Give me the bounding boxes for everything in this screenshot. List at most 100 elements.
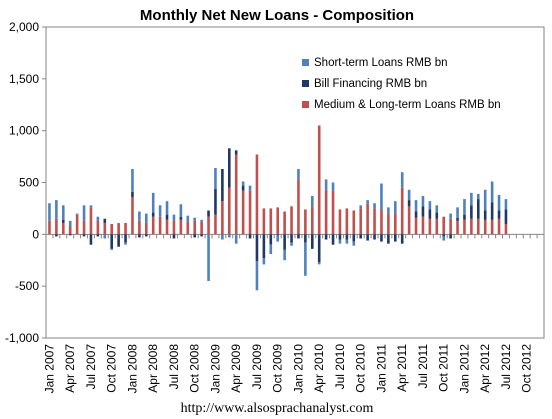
bar-medium-long-term: Sep 2010: 230 bbox=[352, 210, 356, 235]
bar-short-term: Jun 2008: 130 bbox=[165, 201, 169, 215]
bar-medium-long-term: Apr 2010: 1050 bbox=[317, 125, 321, 235]
x-tick-label: Jul 2007 bbox=[84, 344, 98, 390]
bar-bill-financing: Aug 2010: -50 bbox=[345, 234, 349, 240]
bar-short-term: Feb 2008: 90 bbox=[138, 211, 141, 221]
bar-bill-financing: Jul 2011: 100 bbox=[421, 206, 425, 217]
bar-bill-financing: May 2011: 60 bbox=[407, 200, 411, 207]
bar-medium-long-term: Nov 2007: 100 bbox=[117, 223, 120, 235]
bar-medium-long-term: Nov 2011: 150 bbox=[449, 218, 452, 235]
bar-short-term: Jan 2007: 170 bbox=[48, 203, 51, 221]
bar-bill-financing: Apr 2011: -90 bbox=[400, 234, 404, 244]
bar-bill-financing: Apr 2008: 40 bbox=[151, 212, 155, 217]
bar-short-term: Jul 2011: 100 bbox=[421, 195, 425, 207]
bar-bill-financing: Jul 2010: -50 bbox=[338, 234, 342, 240]
bar-medium-long-term: Aug 2008: 140 bbox=[179, 219, 183, 235]
bar-short-term: May 2009: 40 bbox=[241, 181, 245, 186]
plot-area-border bbox=[45, 26, 545, 339]
bar-medium-long-term: Jan 2011: 240 bbox=[380, 209, 383, 235]
bar-bill-financing: Jun 2011: 60 bbox=[414, 211, 418, 218]
bar-bill-financing: Jan 2009: 250 bbox=[214, 188, 217, 215]
bar-short-term: May 2007: 10 bbox=[75, 213, 79, 215]
bar-bill-financing: Mar 2007: 30 bbox=[61, 219, 65, 223]
bar-medium-long-term: Oct 2008: 130 bbox=[193, 220, 197, 235]
bar-bill-financing: Oct 2007: -140 bbox=[110, 234, 114, 249]
bar-short-term: Apr 2009: -90 bbox=[234, 234, 238, 244]
legend: Short-term Loans RMB bn Bill Financing RM… bbox=[302, 57, 501, 111]
bar-short-term: Aug 2011: 80 bbox=[428, 201, 432, 210]
bar-medium-long-term: Apr 2012: 140 bbox=[483, 219, 487, 235]
bar-short-term: Jun 2009: 50 bbox=[248, 185, 252, 191]
bar-short-term: Mar 2007: 140 bbox=[61, 205, 65, 220]
bar-medium-long-term: May 2008: 170 bbox=[158, 216, 162, 235]
bar-bill-financing: Aug 2009: -230 bbox=[262, 234, 266, 259]
source-url[interactable]: http://www.alsosprachanalyst.com bbox=[181, 401, 374, 416]
bar-medium-long-term: Dec 2008: 170 bbox=[207, 216, 210, 235]
bar-medium-long-term: May 2012: 140 bbox=[490, 219, 494, 235]
bar-short-term: Feb 2011: 60 bbox=[387, 207, 390, 214]
bar-short-term: Jul 2009: -280 bbox=[255, 261, 259, 291]
bar-bill-financing: Jul 2007: -100 bbox=[89, 234, 93, 245]
bar-medium-long-term: May 2010: 430 bbox=[324, 189, 328, 235]
bar-bill-financing: May 2010: -50 bbox=[324, 234, 328, 240]
bar-medium-long-term: Jan 2008: 360 bbox=[131, 197, 134, 235]
bar-bill-financing: Dec 2007: -80 bbox=[124, 234, 127, 243]
chart-title: Monthly Net New Loans - Composition bbox=[140, 7, 414, 24]
bar-bill-financing: Oct 2011: -20 bbox=[442, 234, 446, 237]
x-tick-label: Jul 2012 bbox=[499, 344, 513, 390]
bar-short-term: Mar 2008: 90 bbox=[144, 213, 148, 223]
bar-medium-long-term: Jan 2009: 190 bbox=[214, 214, 217, 235]
bar-short-term: Nov 2008: 20 bbox=[200, 219, 203, 222]
bar-bill-financing: Mar 2008: -20 bbox=[144, 234, 148, 237]
legend-swatch-medium-long-term bbox=[302, 101, 309, 108]
bar-bill-financing: Dec 2009: -80 bbox=[290, 234, 293, 243]
bar-bill-financing: Apr 2009: 40 bbox=[234, 150, 238, 155]
bar-medium-long-term: May 2007: 190 bbox=[75, 214, 79, 235]
bar-short-term: Jun 2011: 110 bbox=[414, 200, 418, 212]
bar-short-term: Jan 2008: 220 bbox=[131, 169, 134, 192]
bar-bill-financing: Sep 2011: 60 bbox=[435, 212, 439, 219]
x-tick-label: Oct 2007 bbox=[105, 344, 119, 393]
bar-short-term: Mar 2010: 100 bbox=[310, 195, 314, 207]
x-tick-label: Apr 2011 bbox=[395, 344, 409, 392]
bar-medium-long-term: Sep 2007: 110 bbox=[103, 222, 107, 235]
bar-medium-long-term: Jan 2010: 530 bbox=[297, 179, 300, 235]
bar-medium-long-term: Apr 2009: 770 bbox=[234, 154, 238, 235]
bar-short-term: Feb 2009: -50 bbox=[221, 234, 224, 240]
x-tick-label: Oct 2008 bbox=[188, 344, 202, 393]
bar-short-term: Jul 2012: 100 bbox=[504, 199, 508, 210]
bar-medium-long-term: Jun 2009: 420 bbox=[248, 190, 252, 235]
bar-bill-financing: Dec 2010: -50 bbox=[373, 234, 376, 240]
bar-bill-financing: Jun 2010: -100 bbox=[331, 234, 335, 245]
y-tick-label: 1,500 bbox=[9, 72, 39, 86]
bar-bill-financing: Jun 2007: -20 bbox=[82, 234, 86, 237]
bar-medium-long-term: May 2009: 420 bbox=[241, 190, 245, 235]
bar-medium-long-term: Sep 2011: 150 bbox=[435, 218, 439, 235]
bar-medium-long-term: Oct 2011: 170 bbox=[442, 216, 446, 235]
bar-short-term: Dec 2009: -30 bbox=[290, 242, 293, 246]
bar-bill-financing: Nov 2009: -150 bbox=[283, 234, 286, 250]
x-tick-label: Oct 2012 bbox=[520, 344, 534, 393]
bar-bill-financing: Feb 2011: -90 bbox=[387, 234, 390, 244]
bar-bill-financing: Nov 2008: -20 bbox=[200, 234, 203, 237]
bar-bill-financing: Nov 2007: -120 bbox=[117, 234, 120, 247]
bar-bill-financing: Jan 2010: -40 bbox=[297, 234, 300, 239]
bar-short-term: Jun 2010: 80 bbox=[331, 182, 335, 191]
bar-bill-financing: Jul 2009: -260 bbox=[255, 234, 259, 262]
bar-bill-financing: Jan 2011: -70 bbox=[380, 234, 383, 242]
bar-medium-long-term: Jun 2011: 160 bbox=[414, 217, 418, 235]
legend-swatch-bill-financing bbox=[302, 80, 309, 87]
bar-bill-financing: Feb 2008: -30 bbox=[138, 234, 141, 238]
y-tick-label: -1,000 bbox=[5, 331, 39, 345]
bar-medium-long-term: Feb 2012: 150 bbox=[470, 218, 473, 235]
bar-short-term: Oct 2009: -60 bbox=[276, 235, 280, 242]
bar-medium-long-term: Jan 2007: 130 bbox=[48, 220, 51, 235]
bar-bill-financing: Oct 2010: -40 bbox=[359, 234, 363, 239]
bar-short-term: Apr 2012: 200 bbox=[483, 189, 487, 211]
bar-short-term: Jun 2012: 150 bbox=[497, 194, 501, 211]
bar-short-term: Apr 2011: 150 bbox=[400, 172, 404, 188]
y-tick-label: -500 bbox=[15, 279, 39, 293]
bar-short-term: Feb 2012: 120 bbox=[470, 192, 473, 206]
bar-bill-financing: Jul 2008: -40 bbox=[172, 234, 176, 239]
bar-short-term: May 2010: 100 bbox=[324, 179, 328, 190]
